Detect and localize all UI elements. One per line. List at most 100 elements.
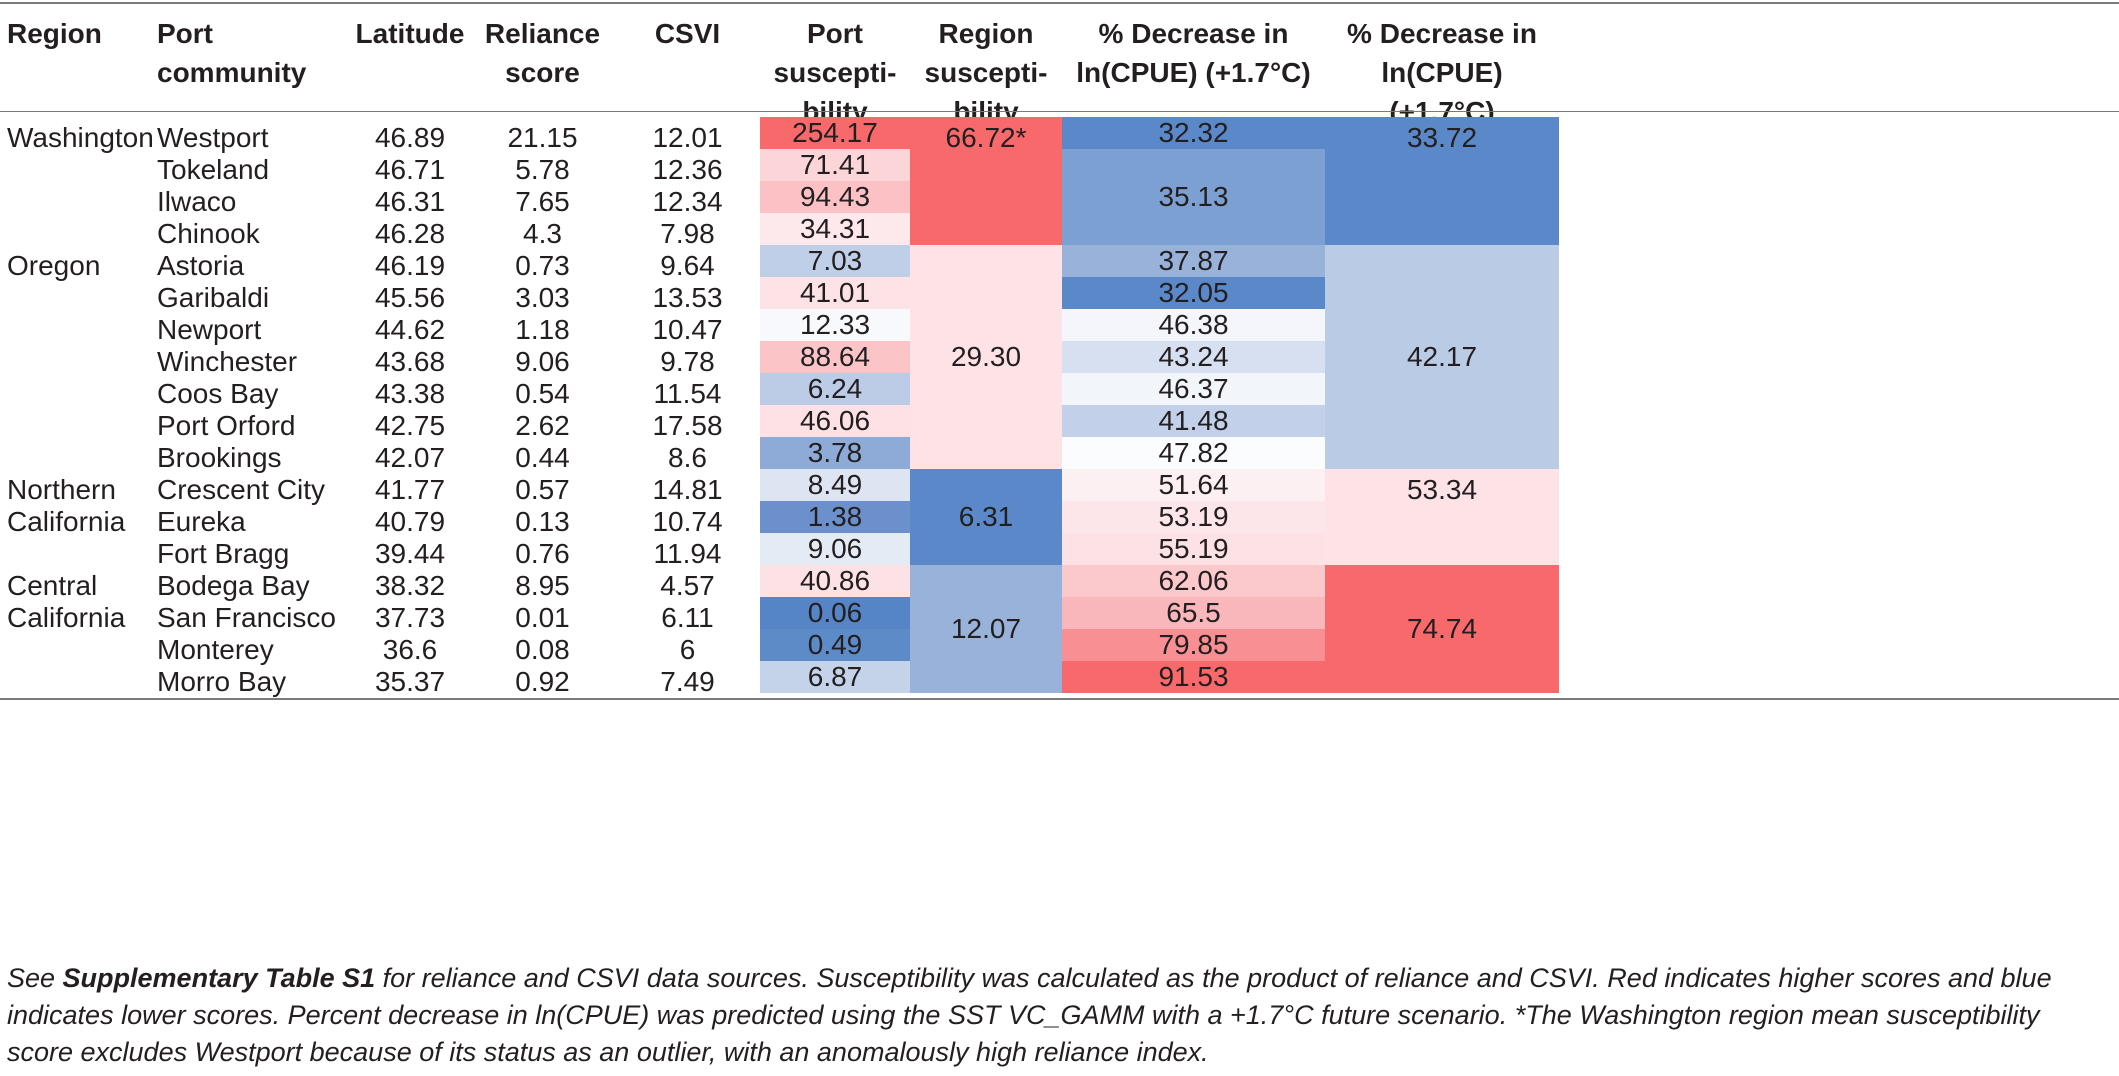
latitude-cell: 46.31 [374,186,446,217]
port-name-cell: Bodega Bay [157,570,310,601]
port-name-cell: Newport [157,314,262,345]
header-reliance: Reliance score [484,18,601,88]
csvi-cell: 7.98 [660,218,715,249]
latitude-cell: 38.32 [374,570,446,601]
csvi-cell: 11.54 [653,378,722,409]
port-name-cell: Morro Bay [157,666,287,697]
latitude-cell: 43.38 [374,378,446,409]
csvi-cell: 9.78 [660,346,715,377]
csvi-cell: 17.58 [652,410,723,441]
port-name-cell: San Francisco [157,602,336,633]
port-name-cell: Ilwaco [157,186,237,217]
port-name-cell: Garibaldi [157,282,270,313]
reliance-cell: 4.3 [523,218,562,249]
port-name-cell: Eureka [157,506,246,537]
latitude-cell: 46.19 [374,250,446,281]
port-name-cell: Monterey [157,634,274,665]
reliance-cell: 2.62 [515,410,570,441]
reliance-cell: 0.44 [515,442,570,473]
reliance-cell: 7.65 [515,186,570,217]
reliance-cell: 9.06 [515,346,570,377]
reliance-cell: 0.92 [515,666,570,697]
csvi-cell: 10.47 [652,314,723,345]
port-susceptibility-cell: 0.06 [760,597,910,629]
latitude-cell: 46.71 [374,154,446,185]
port-susceptibility-cell: 9.06 [760,533,910,565]
port-susceptibility-cell: 40.86 [760,565,910,597]
latitude-cell: 44.62 [374,314,446,345]
latitude-cell: 40.79 [374,506,446,537]
port-name-cell: Winchester [157,346,298,377]
latitude-cell: 42.75 [374,410,446,441]
csvi-cell: 12.36 [652,154,723,185]
port-name-cell: Tokeland [157,154,270,185]
region-label: Central [7,570,98,601]
port-name-cell: Astoria [157,250,245,281]
header-rule [0,111,2119,112]
region-decrease-cell: 74.74 [1325,565,1559,693]
port-susceptibility-cell: 94.43 [760,181,910,213]
region-label: Washington [7,122,154,153]
reliance-cell: 0.57 [515,474,570,505]
table-bottom-rule [0,698,2119,700]
port-susceptibility-cell: 8.49 [760,469,910,501]
latitude-cell: 42.07 [374,442,446,473]
reliance-cell: 0.13 [515,506,570,537]
port-susceptibility-cell: 6.87 [760,661,910,693]
latitude-cell: 39.44 [374,538,446,569]
port-susceptibility-cell: 6.24 [760,373,910,405]
csvi-cell: 8.6 [668,442,707,473]
reliance-cell: 1.18 [515,314,570,345]
port-susceptibility-cell: 0.49 [760,629,910,661]
port-name-cell: Westport [157,122,269,153]
latitude-cell: 46.89 [374,122,446,153]
port-decrease-cell: 65.5 [1062,597,1325,629]
port-decrease-cell: 32.05 [1062,277,1325,309]
port-decrease-cell: 62.06 [1062,565,1325,597]
csvi-cell: 4.57 [660,570,715,601]
csvi-cell: 9.64 [660,250,715,281]
header-region-decrease: % Decrease in ln(CPUE) (+1.7°C) [1347,18,1537,127]
latitude-cell: 35.37 [374,666,446,697]
port-decrease-cell: 55.19 [1062,533,1325,565]
port-decrease-cell: 79.85 [1062,629,1325,661]
csvi-cell: 12.34 [652,186,723,217]
header-port-decrease: % Decrease in ln(CPUE) (+1.7°C) [1076,18,1311,88]
port-decrease-cell: 53.19 [1062,501,1325,533]
region-susceptibility-cell: 66.72* [910,117,1062,245]
footnote-intro: See [7,963,63,993]
region-decrease-cell: 33.72 [1325,117,1559,245]
region-label: Northern [7,474,116,505]
region-susceptibility-cell: 12.07 [910,565,1062,693]
region-susceptibility-cell: 6.31 [910,469,1062,565]
port-decrease-cell: 43.24 [1062,341,1325,373]
header-port-community: Port community [157,18,307,88]
csvi-cell: 6.11 [661,602,714,633]
latitude-cell: 45.56 [374,282,446,313]
header-region: Region [7,18,102,49]
port-susceptibility-cell: 1.38 [760,501,910,533]
port-susceptibility-cell: 46.06 [760,405,910,437]
region-label: California [7,506,126,537]
reliance-cell: 0.73 [515,250,570,281]
footnote-text: for reliance and CSVI data sources. Susc… [7,963,2052,1067]
region-label: California [7,602,126,633]
latitude-cell: 43.68 [374,346,446,377]
port-decrease-cell: 51.64 [1062,469,1325,501]
region-decrease-cell: 53.34 [1325,469,1559,565]
header-port-susceptibility: Port suscepti- bility [773,18,897,127]
latitude-cell: 37.73 [374,602,446,633]
reliance-cell: 0.54 [515,378,570,409]
region-label: Oregon [7,250,101,281]
reliance-cell: 0.01 [515,602,570,633]
port-susceptibility-cell: 3.78 [760,437,910,469]
port-decrease-cell: 91.53 [1062,661,1325,693]
port-decrease-cell: 35.13 [1062,149,1325,245]
csvi-cell: 6 [679,634,696,665]
port-name-cell: Chinook [157,218,260,249]
port-name-cell: Crescent City [157,474,326,505]
port-decrease-cell: 32.32 [1062,117,1325,149]
header-region-susceptibility: Region suscepti- bility [924,18,1048,127]
reliance-cell: 3.03 [515,282,570,313]
